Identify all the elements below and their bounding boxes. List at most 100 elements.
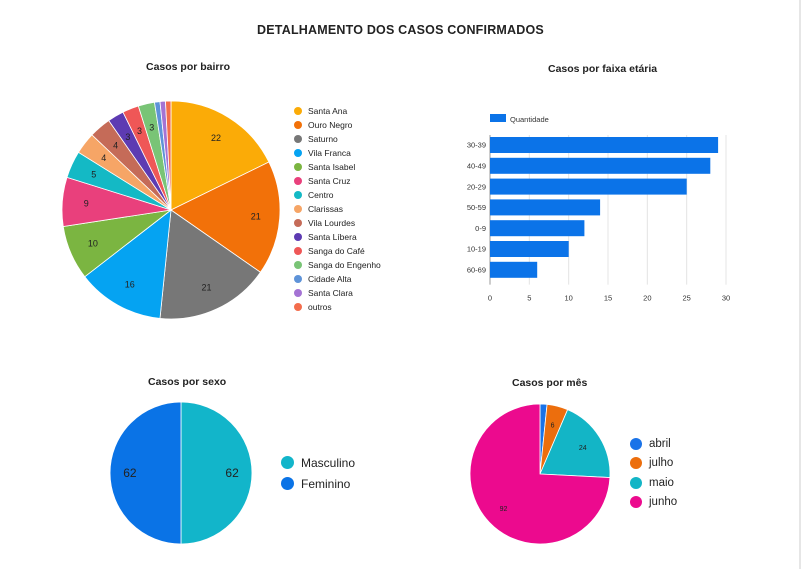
bairro-data-label: 10 <box>88 239 98 249</box>
sexo-slice-masculino[interactable] <box>180 401 253 545</box>
bairro-slice-santa-ana[interactable] <box>170 100 270 211</box>
sexo-slice-feminino[interactable] <box>109 401 182 545</box>
bairro-legend-item[interactable]: Ouro Negro <box>294 118 381 132</box>
legend-label: junho <box>649 496 678 509</box>
bairro-data-label: 21 <box>201 282 211 292</box>
legend-label: Santa Ana <box>308 106 348 116</box>
mes-slice-junho[interactable] <box>469 403 611 545</box>
bairro-slice-saturno[interactable] <box>159 209 262 320</box>
faixa-bar-60-69[interactable] <box>490 261 538 278</box>
mes-data-label: 6 <box>551 423 555 430</box>
bairro-data-label: 3 <box>125 132 130 142</box>
bairro-legend-item[interactable]: Santa Cruz <box>294 174 381 188</box>
legend-swatch-icon <box>294 121 302 129</box>
legend-label: julho <box>649 457 674 470</box>
legend-label: Saturno <box>308 134 338 144</box>
legend-swatch-icon <box>294 233 302 241</box>
bairro-legend-item[interactable]: Clarissas <box>294 202 381 216</box>
bairro-data-label: 3 <box>149 122 154 132</box>
faixa-legend-swatch-icon <box>490 114 506 122</box>
sexo-legend-item[interactable]: Feminino <box>281 473 355 494</box>
mes-legend-item[interactable]: julho <box>630 454 677 474</box>
bairro-legend-item[interactable]: Centro <box>294 188 381 202</box>
faixa-bar-40-49[interactable] <box>490 157 711 174</box>
faixa-bar-0-9[interactable] <box>490 220 585 237</box>
bairro-legend-item[interactable]: Santa Isabel <box>294 160 381 174</box>
mes-slice-maio[interactable] <box>539 409 611 478</box>
bairro-slice-ouro-negro[interactable] <box>170 161 281 273</box>
mes-chart-title: Casos por mês <box>512 377 588 389</box>
faixa-x-tick-label: 10 <box>564 294 572 303</box>
legend-swatch-icon <box>630 496 642 509</box>
bairro-data-label: 9 <box>84 199 89 209</box>
faixa-legend-label: Quantidade <box>510 115 549 124</box>
faixa-x-tick-label: 5 <box>527 294 531 303</box>
legend-swatch-icon <box>630 476 642 489</box>
mes-pie-chart: 6 24 92 <box>469 403 611 545</box>
legend-swatch-icon <box>294 275 302 283</box>
mes-legend-item[interactable]: abril <box>630 434 677 454</box>
legend-swatch-icon <box>294 135 302 143</box>
faixa-bar-10-19[interactable] <box>490 241 569 257</box>
mes-legend: abril julho maio junho <box>630 434 677 512</box>
bairro-legend: Santa Ana Ouro Negro Saturno Vila Franca San… <box>294 104 381 314</box>
faixa-y-tick-label: 10-19 <box>467 245 486 254</box>
page-title: DETALHAMENTO DOS CASOS CONFIRMADOS <box>257 23 544 37</box>
legend-swatch-icon <box>630 437 642 450</box>
legend-label: Sanga do Engenho <box>308 260 381 270</box>
faixa-y-tick-label: 30-39 <box>467 141 486 150</box>
legend-swatch-icon <box>281 477 294 490</box>
legend-label: Centro <box>308 190 334 200</box>
legend-label: Feminino <box>301 476 351 491</box>
legend-swatch-icon <box>281 456 294 469</box>
mes-data-label: 92 <box>500 506 508 513</box>
legend-label: Santa Clara <box>308 288 353 298</box>
legend-swatch-icon <box>294 247 302 255</box>
legend-label: abril <box>649 437 671 450</box>
faixa-chart-title: Casos por faixa etária <box>548 63 658 75</box>
faixa-y-tick-label: 50-59 <box>467 203 486 212</box>
faixa-x-tick-label: 0 <box>488 294 492 303</box>
bairro-legend-item[interactable]: Santa Líbera <box>294 230 381 244</box>
bairro-legend-item[interactable]: Vila Lourdes <box>294 216 381 230</box>
bairro-data-label: 4 <box>113 141 118 151</box>
bairro-legend-item[interactable]: outros <box>294 300 381 314</box>
legend-label: Santa Cruz <box>308 176 351 186</box>
legend-swatch-icon <box>630 457 642 470</box>
legend-label: Clarissas <box>308 204 343 214</box>
legend-label: Cidade Alta <box>308 274 352 284</box>
bairro-legend-item[interactable]: Cidade Alta <box>294 272 381 286</box>
faixa-y-tick-label: 0-9 <box>475 224 486 233</box>
sexo-chart-title: Casos por sexo <box>148 376 227 388</box>
bairro-data-label: 22 <box>211 133 221 143</box>
bairro-legend-item[interactable]: Saturno <box>294 132 381 146</box>
faixa-x-tick-label: 30 <box>722 294 730 303</box>
legend-swatch-icon <box>294 219 302 227</box>
bairro-legend-item[interactable]: Santa Clara <box>294 286 381 300</box>
bairro-legend-item[interactable]: Sanga do Engenho <box>294 258 381 272</box>
mes-legend-item[interactable]: junho <box>630 493 677 513</box>
sexo-data-label: 62 <box>225 466 239 480</box>
sexo-pie-chart: 62 62 <box>109 401 253 545</box>
bairro-legend-item[interactable]: Santa Ana <box>294 104 381 118</box>
legend-swatch-icon <box>294 163 302 171</box>
bairro-chart-title: Casos por bairro <box>146 61 231 73</box>
bairro-legend-item[interactable]: Sanga do Café <box>294 244 381 258</box>
bairro-legend-item[interactable]: Vila Franca <box>294 146 381 160</box>
bairro-data-label: 5 <box>91 170 96 180</box>
bairro-slice-outros[interactable] <box>165 100 172 211</box>
bairro-data-label: 16 <box>125 280 135 290</box>
legend-label: Ouro Negro <box>308 120 353 130</box>
mes-legend-item[interactable]: maio <box>630 473 677 493</box>
faixa-bar-30-39[interactable] <box>490 137 719 153</box>
faixa-bar-chart: Quantidade 0 5 10 15 20 25 30 30-39 40-49 20-29 50-… <box>467 114 730 303</box>
faixa-bar-50-59[interactable] <box>490 199 601 216</box>
legend-swatch-icon <box>294 191 302 199</box>
faixa-bar-20-29[interactable] <box>490 178 687 195</box>
legend-label: outros <box>308 302 332 312</box>
bairro-slice-vila-franca[interactable] <box>84 209 172 319</box>
bairro-data-label: 3 <box>137 126 142 136</box>
sexo-legend-item[interactable]: Masculino <box>281 452 355 473</box>
legend-swatch-icon <box>294 261 302 269</box>
